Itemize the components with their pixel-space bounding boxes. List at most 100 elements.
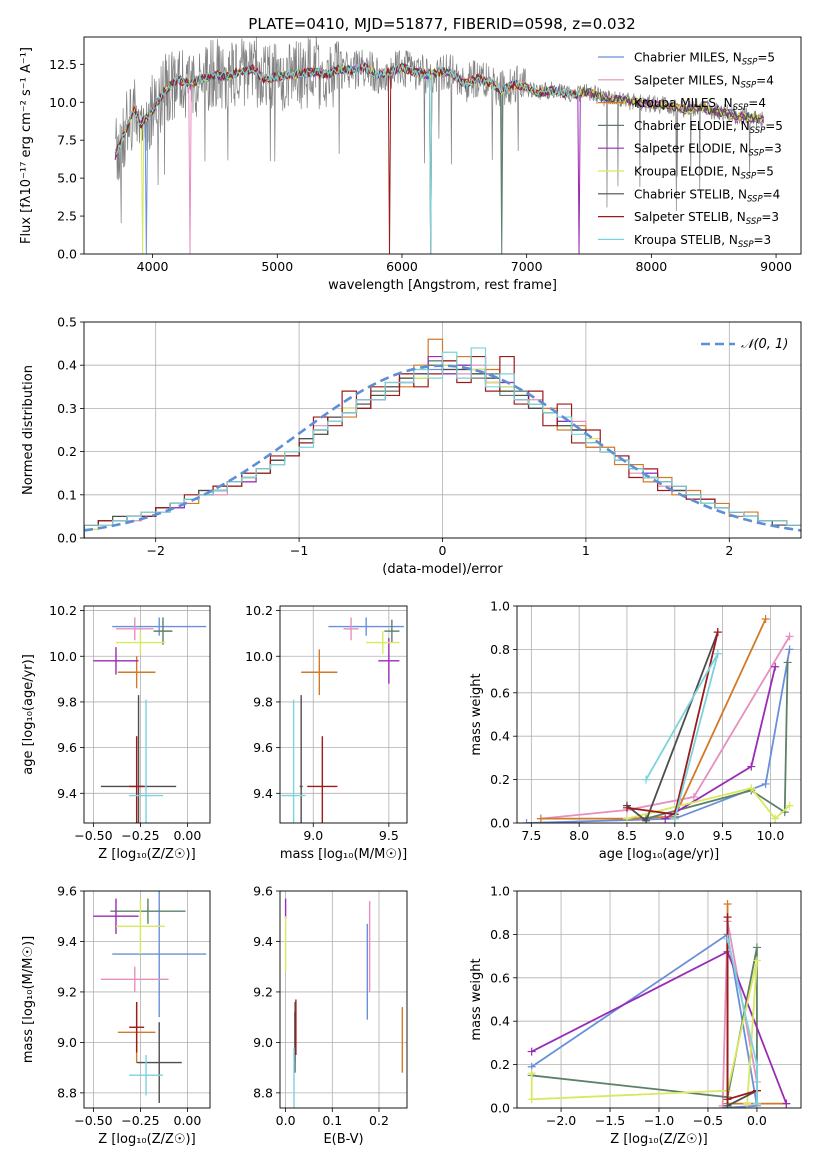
plot-area [281,617,404,823]
x-tick-label: −1.5 [595,1113,625,1128]
x-tick-label: 7.5 [521,828,541,843]
weight-marker [689,792,698,801]
y-tick-label: 0.1 [57,487,77,502]
errorbar-point [129,736,145,823]
legend-label: Chabrier STELIB, NSSP=4 [634,187,780,204]
y-tick-label: 10.2 [245,603,273,618]
y-tick-label: 10.0 [49,95,77,110]
errorbar-point [93,647,139,675]
weight-marker [785,632,794,641]
y-tick-label: 1.0 [490,599,510,614]
mass-vs-metallicity-panel: −0.50 −0.25 0.00 8.8 9.0 9.2 9.4 9.6 Z [log₁₀(Z/… [21,884,211,1147]
weight-marker [642,816,651,823]
weight-marker [752,1060,761,1069]
weight-marker [743,1099,752,1108]
y-axis-label: mass weight [469,958,484,1040]
errorbar-point [129,1002,145,1053]
x-tick-label: 0.00 [174,1113,202,1128]
axes-frame [279,890,408,1109]
weight-marker [723,900,732,909]
y-tick-label: 0.0 [57,247,77,262]
weight-marker [752,943,761,952]
weight-marker [747,762,756,771]
weight-series-line [540,635,791,820]
weight-series-line [626,631,719,823]
weight-series-line [540,618,767,820]
weight-marker [761,779,770,788]
x-tick-label: 0 [439,543,447,558]
x-tick-label: 7000 [511,259,543,274]
errorbar-point [307,736,338,823]
plot-area [93,891,207,1103]
y-tick-label: 9.4 [253,786,273,801]
axes-frame [83,890,211,1109]
x-axis-label: E(B-V) [323,1132,363,1147]
y-tick-label: 0.0 [490,816,510,831]
errorbar-point [366,631,400,654]
y-tick-label: 8.8 [57,1085,77,1100]
errorbar-point [115,631,165,654]
x-axis-label: Z [log₁₀(Z/Z☉)] [98,847,195,862]
errorbar-point [100,966,169,992]
y-tick-label: 9.6 [57,740,77,755]
legend-label: Kroupa STELIB, NSSP=3 [634,233,771,250]
axes-frame [279,605,408,824]
age-vs-mass-panel: 9.0 9.5 9.4 9.6 9.8 10.0 10.2 mass [log₁₀(M/M☉)… [245,603,408,862]
y-tick-label: 9.2 [253,984,273,999]
x-axis-label: Z [log₁₀(Z/Z☉)] [610,1132,707,1147]
y-tick-label: 0.2 [490,1057,510,1072]
x-tick-label: 8000 [635,259,667,274]
errorbar-point [129,699,163,823]
x-tick-label: −0.25 [121,1113,159,1128]
y-tick-label: 9.4 [57,934,77,949]
x-axis-label: Z [log₁₀(Z/Z☉)] [98,1132,195,1147]
y-tick-label: 0.8 [490,642,510,657]
residuals-panel: −2 −1 0 1 2 0.0 0.1 0.2 0.3 0.4 0.5 (data-model)/er… [21,315,802,577]
weight-marker [670,814,679,823]
y-tick-label: 10.0 [245,649,273,664]
weight-marker [783,658,792,667]
y-tick-label: 9.0 [253,1035,273,1050]
y-tick-label: 9.4 [253,934,273,949]
x-tick-label: −0.50 [74,828,112,843]
mass-vs-ebv-panel: 0.0 0.1 0.2 8.8 9.0 9.2 9.4 9.6 E(B-V) [253,884,408,1147]
y-tick-label: 0.0 [490,1101,510,1116]
errorbar-point [153,617,173,645]
errorbar-point [115,617,154,641]
weight-marker [527,1095,536,1104]
y-tick-label: 9.6 [253,740,273,755]
x-tick-label: −0.50 [74,1113,112,1128]
x-tick-label: −0.25 [121,828,159,843]
y-tick-label: 0.6 [490,970,510,985]
y-axis-label: mass weight [469,673,484,755]
x-axis-label: (data-model)/error [382,562,503,577]
plot-area [114,37,765,254]
errorbar-point [129,1055,163,1096]
errorbar-point [117,656,156,689]
x-tick-label: 0.00 [174,828,202,843]
errorbar-point [384,619,400,643]
x-tick-label: −2 [146,543,164,558]
y-axis-label: Normed distribution [21,365,36,495]
weight-marker [536,814,545,823]
x-tick-label: 6000 [386,259,418,274]
x-tick-label: −1 [290,543,308,558]
legend-label: Chabrier ELODIE, NSSP=5 [634,119,783,136]
model-spectrum-line [114,61,765,254]
y-tick-label: 0.2 [57,444,77,459]
errorbar-point [343,617,359,641]
x-tick-label: 0.1 [322,1113,342,1128]
weight-series-line [645,662,789,820]
y-axis-label: Flux [fλ10⁻¹⁷ erg cm⁻² s⁻¹ A⁻¹] [19,47,34,244]
figure-title: PLATE=0410, MJD=51877, FIBERID=0598, z=0… [248,15,635,33]
x-tick-label: 5000 [261,259,293,274]
weight-marker [713,628,722,637]
legend-label: Kroupa MILES, NSSP=4 [634,96,766,113]
y-tick-label: 0.5 [57,315,77,330]
x-tick-label: 9.5 [713,828,733,843]
weight-marker [527,1047,536,1056]
weight-series-line [626,631,719,816]
errorbar-point [136,1022,182,1103]
y-tick-label: 0.6 [490,685,510,700]
